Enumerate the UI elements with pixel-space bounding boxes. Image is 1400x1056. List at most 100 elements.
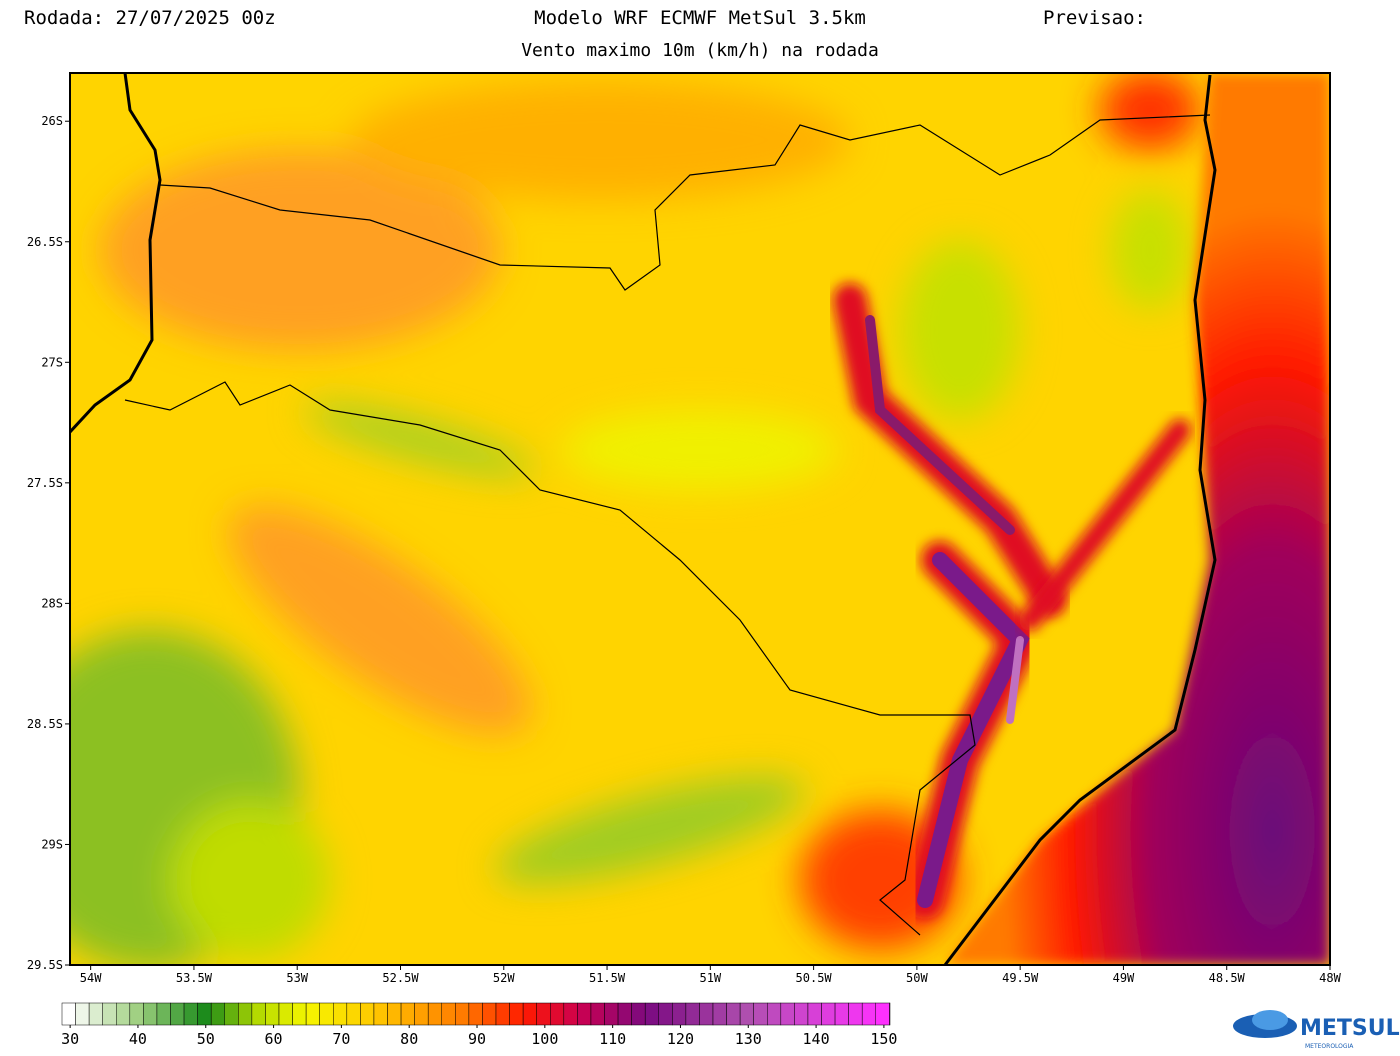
- colorbar-box: [590, 1002, 605, 1026]
- colorbar-box: [278, 1002, 293, 1026]
- colorbar-box: [536, 1002, 551, 1026]
- colorbar-box: [712, 1002, 727, 1026]
- colorbar-box: [550, 1002, 565, 1026]
- colorbar-label: 60: [265, 1030, 283, 1048]
- logo: METSUL METEOROLOGIA: [1233, 1010, 1400, 1050]
- colorbar-label: 30: [61, 1030, 79, 1048]
- colorbar-box: [563, 1002, 578, 1026]
- colorbar-label: 110: [599, 1030, 626, 1048]
- colorbar-box: [658, 1002, 673, 1026]
- y-tick-label: 28.5S: [27, 717, 63, 731]
- colorbar-box: [468, 1002, 483, 1026]
- colorbar-box: [88, 1002, 103, 1026]
- logo-tagline: METEOROLOGIA: [1305, 1043, 1354, 1050]
- colorbar-box: [522, 1002, 537, 1026]
- colorbar-box: [848, 1002, 863, 1026]
- forecast-label: Previsao:: [1043, 7, 1146, 29]
- colorbar-label: 140: [803, 1030, 830, 1048]
- colorbar-box: [767, 1002, 782, 1026]
- colorbar-box: [129, 1002, 144, 1026]
- map-frame: [69, 72, 1331, 966]
- colorbar-box: [102, 1002, 117, 1026]
- colorbar-box: [183, 1002, 198, 1026]
- colorbar-label: 40: [129, 1030, 147, 1048]
- colorbar-box: [210, 1002, 226, 1026]
- colorbar-box: [726, 1002, 741, 1026]
- colorbar-box: [441, 1002, 456, 1026]
- colorbar-box: [739, 1002, 754, 1026]
- colorbar-box: [617, 1002, 632, 1026]
- colorbar-box: [861, 1002, 877, 1026]
- colorbar-box: [794, 1002, 809, 1026]
- colorbar-box: [455, 1002, 470, 1026]
- x-tick-label: 50W: [906, 971, 928, 985]
- x-tick-label: 49W: [1113, 971, 1135, 985]
- colorbar-box: [360, 1002, 375, 1026]
- logo-name: METSUL: [1300, 1016, 1400, 1041]
- colorbar-box: [387, 1002, 402, 1026]
- colorbar-label: 130: [735, 1030, 762, 1048]
- colorbar-box: [672, 1002, 687, 1026]
- colorbar-box: [482, 1002, 497, 1026]
- x-tick-label: 53.5W: [176, 971, 213, 985]
- axes: 54W 53.5W 53W 52.5W 52W 51.5W 51W 50.5W 50W 49.5W…: [27, 114, 1342, 985]
- colorbar-label: 80: [400, 1030, 418, 1048]
- colorbar-box: [373, 1002, 388, 1026]
- colorbar-box: [61, 1002, 76, 1026]
- colorbar-label: 90: [468, 1030, 486, 1048]
- title: Modelo WRF ECMWF MetSul 3.5km: [534, 7, 866, 29]
- colorbar-box: [753, 1002, 768, 1026]
- colorbar-box: [577, 1002, 592, 1026]
- x-tick-label: 52W: [493, 971, 515, 985]
- colorbar-box: [292, 1002, 307, 1026]
- colorbar-box: [699, 1002, 714, 1026]
- x-tick-label: 50.5W: [796, 971, 833, 985]
- x-tick-label: 54W: [80, 971, 102, 985]
- colorbar-box: [305, 1002, 320, 1026]
- x-tick-label: 51W: [699, 971, 721, 985]
- wind-field: [70, 73, 1330, 965]
- y-tick-label: 28S: [41, 596, 63, 610]
- colorbar-box: [265, 1002, 280, 1026]
- colorbar-box: [780, 1002, 795, 1026]
- colorbar-box: [509, 1002, 524, 1026]
- subtitle: Vento maximo 10m (km/h) na rodada: [521, 40, 879, 61]
- colorbar-box: [631, 1002, 646, 1026]
- y-tick-label: 26.5S: [27, 235, 63, 249]
- x-tick-label: 48W: [1319, 971, 1341, 985]
- x-tick-label: 51.5W: [589, 971, 626, 985]
- colorbar-label: 120: [667, 1030, 694, 1048]
- colorbar-box: [875, 1002, 890, 1026]
- colorbar-box: [834, 1002, 849, 1026]
- colorbar-box: [75, 1002, 90, 1026]
- colorbar-box: [319, 1002, 334, 1026]
- colorbar-box: [414, 1002, 429, 1026]
- x-tick-label: 48.5W: [1209, 971, 1246, 985]
- colorbar-box: [400, 1002, 415, 1026]
- y-tick-label: 29.5S: [27, 958, 63, 972]
- colorbar-label: 50: [197, 1030, 215, 1048]
- colorbar-box: [224, 1002, 239, 1026]
- x-tick-label: 52.5W: [382, 971, 419, 985]
- x-tick-label: 53W: [286, 971, 308, 985]
- colorbar-box: [197, 1002, 212, 1026]
- colorbar-box: [116, 1002, 131, 1026]
- colorbar: 30 40 50 60 70 80 90 100 110 120 130 140 150: [61, 1002, 897, 1048]
- y-tick-label: 27S: [41, 355, 63, 369]
- x-tick-label: 49.5W: [1002, 971, 1039, 985]
- y-tick-label: 29S: [41, 837, 63, 851]
- colorbar-box: [346, 1002, 361, 1026]
- colorbar-box: [644, 1002, 660, 1026]
- colorbar-box: [821, 1002, 836, 1026]
- colorbar-box: [156, 1002, 171, 1026]
- colorbar-box: [889, 1002, 891, 1026]
- colorbar-box: [333, 1002, 348, 1026]
- colorbar-box: [170, 1002, 185, 1026]
- colorbar-box: [427, 1002, 443, 1026]
- colorbar-box: [604, 1002, 619, 1026]
- y-tick-label: 26S: [41, 114, 63, 128]
- colorbar-box: [807, 1002, 822, 1026]
- colorbar-label: 70: [332, 1030, 350, 1048]
- colorbar-box: [251, 1002, 266, 1026]
